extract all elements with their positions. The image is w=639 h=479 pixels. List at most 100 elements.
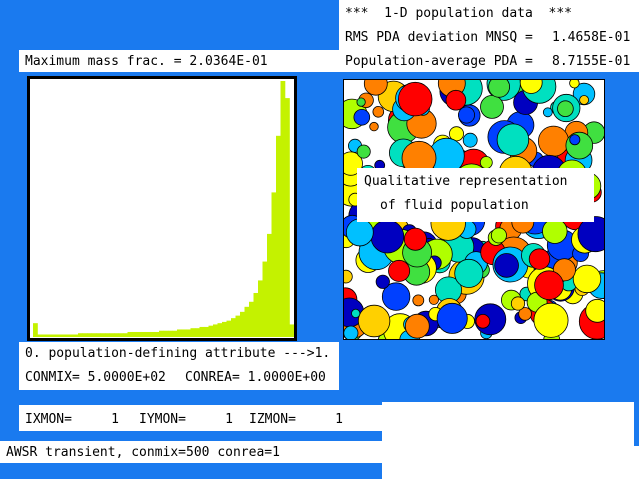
histogram-bar [127, 331, 133, 337]
max-mass-fraction: Maximum mass frac. = 2.0364E-01 [25, 54, 268, 69]
histogram-bar [271, 192, 277, 337]
particle [412, 294, 425, 307]
histogram-bar [78, 333, 83, 337]
histogram-frame [27, 76, 297, 341]
histogram-bar [73, 334, 79, 337]
particle [428, 294, 440, 305]
particle [372, 105, 385, 118]
particle [542, 107, 553, 118]
particle [458, 106, 476, 124]
qualitative-label-box: Qualitative representation of fluid popu… [357, 168, 594, 222]
histogram-bar [118, 333, 124, 337]
particle [533, 302, 569, 338]
histogram-bar [177, 329, 182, 337]
histogram-bar [42, 334, 47, 337]
particle [344, 325, 359, 339]
rms-label: RMS PDA deviation MNSQ = [345, 30, 533, 45]
histogram-bar [96, 333, 101, 337]
particle [542, 218, 568, 244]
histogram-bar [204, 326, 209, 337]
particle [490, 227, 507, 244]
histogram-bar [159, 330, 164, 337]
particle [569, 80, 580, 89]
histogram-bar [64, 334, 70, 337]
histogram-bar [172, 330, 178, 337]
particle [569, 134, 581, 146]
particle [510, 296, 526, 311]
histogram-bar [181, 329, 187, 337]
histogram-bar [46, 334, 52, 337]
histogram-bar [285, 98, 290, 337]
particle [557, 100, 574, 118]
histogram-bar [249, 301, 254, 337]
histogram-bar [33, 323, 38, 337]
particle [404, 313, 430, 339]
particle [357, 304, 391, 338]
histogram-bar [231, 318, 236, 337]
conmix-value: CONMIX= 5.0000E+02 [25, 370, 166, 385]
histogram-bar [91, 333, 97, 337]
particle [496, 123, 530, 156]
particle [537, 125, 569, 157]
header-title: *** 1-D population data *** [345, 6, 572, 21]
particle [518, 307, 532, 321]
bottom-blank-panel [382, 446, 639, 479]
histogram-bar [208, 325, 214, 337]
histogram-bar [69, 334, 74, 337]
particle [528, 248, 551, 270]
histogram-chart [33, 81, 294, 337]
histogram-bar [258, 280, 263, 337]
histogram-bar [141, 331, 146, 337]
particle [351, 308, 361, 318]
histogram-bar [105, 333, 110, 337]
histogram-bar [267, 233, 272, 337]
particle [363, 80, 388, 96]
particle [585, 298, 604, 323]
particle [519, 80, 543, 94]
histogram-bar [100, 333, 106, 337]
particle [356, 97, 366, 107]
qualitative-line-2: of fluid population [380, 198, 529, 213]
rms-value: 1.4658E-01 [552, 30, 631, 45]
particle [572, 264, 602, 294]
histogram-bar [186, 329, 191, 337]
particle [475, 314, 491, 329]
particle [479, 156, 493, 169]
particle [565, 131, 594, 160]
histogram-bar [253, 292, 259, 337]
particle [397, 81, 433, 117]
attribute-line: 0. population-defining attribute --->1. [25, 346, 331, 361]
histogram-bar [190, 328, 196, 337]
histogram-bar [244, 306, 250, 337]
particle [344, 269, 353, 284]
particle [369, 121, 379, 132]
particle [488, 80, 510, 98]
qualitative-line-1: Qualitative representation [364, 174, 568, 189]
histogram-bar [195, 328, 200, 337]
histogram-bar [132, 331, 137, 337]
histogram-bar [51, 334, 56, 337]
histogram-bar [154, 331, 160, 337]
histogram-bar [213, 324, 218, 337]
population-data-header: *** 1-D population data *** RMS PDA devi… [339, 0, 639, 72]
histogram-bar [262, 261, 268, 337]
histogram-bar [289, 324, 294, 337]
monitor-coordinates: IXMON= 1 IYMON= 1 IZMON= 1 [19, 405, 382, 431]
ixmon-value: IXMON= 1 [25, 412, 119, 427]
particle [381, 282, 411, 311]
conrea-value: CONREA= 1.0000E+00 [185, 370, 326, 385]
particle [480, 94, 504, 119]
histogram-bar [217, 323, 223, 337]
histogram-bar [163, 330, 169, 337]
histogram-bar [235, 315, 241, 337]
avg-label: Population-average PDA = [345, 54, 533, 69]
histogram-bar [136, 331, 142, 337]
histogram-bar [276, 135, 281, 337]
particle [445, 89, 467, 111]
particle [403, 227, 427, 251]
particle [534, 270, 564, 301]
status-bar: AWSR transient, conmix=500 conrea=1 [0, 441, 382, 463]
blank-panel [382, 402, 634, 446]
histogram-bar [150, 331, 155, 337]
histogram-bar [37, 334, 43, 337]
